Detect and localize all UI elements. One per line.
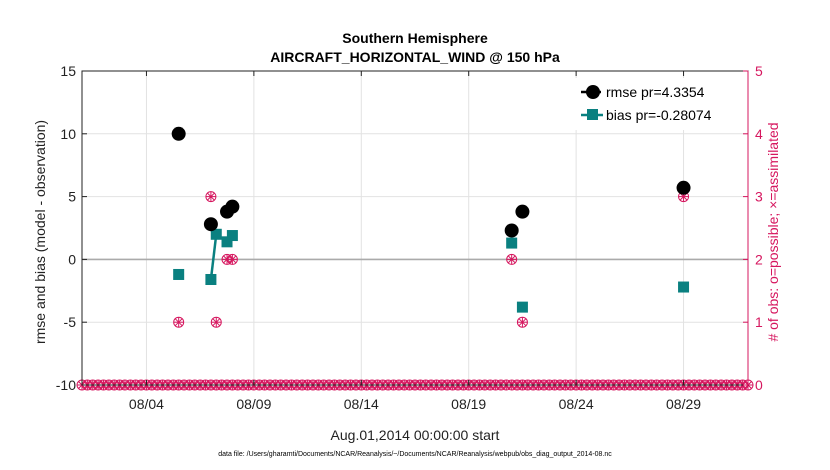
obs-count-markers [173, 191, 690, 328]
x-axis-label: Aug.01,2014 00:00:00 start [331, 427, 500, 443]
bias-point [221, 236, 233, 248]
rmse-point [225, 199, 240, 214]
obs-count-point [210, 316, 222, 328]
rmse-point [171, 126, 186, 141]
y-tick-label-right: 2 [755, 251, 763, 267]
y-tick-label: 5 [68, 189, 76, 205]
bias-point [226, 230, 238, 242]
y-axis-ticks: 15 10 5 0 -5 -10 [56, 63, 87, 393]
obs-count-point [516, 316, 528, 328]
legend-rmse-marker [586, 85, 600, 99]
legend-bias-marker [587, 109, 598, 120]
obs-count-point [506, 253, 518, 265]
y-tick-label-right: 5 [755, 63, 763, 79]
x-tick-label: 08/09 [236, 396, 271, 412]
rmse-point [676, 180, 691, 195]
obs-count-point [205, 191, 217, 203]
x-tick-label: 08/14 [344, 396, 379, 412]
bias-series [173, 228, 690, 313]
y-tick-label: -10 [56, 377, 76, 393]
legend-bias-label: bias pr=-0.28074 [606, 107, 712, 123]
bias-point [506, 237, 518, 249]
y-tick-label-right: 0 [755, 377, 763, 393]
y-tick-label-right: 4 [755, 126, 763, 142]
rmse-series [171, 126, 691, 238]
rmse-point [504, 223, 519, 238]
x-tick-label: 08/04 [129, 396, 164, 412]
legend-rmse-label: rmse pr=4.3354 [606, 84, 705, 100]
data-file-footer: data file: /Users/gharamti/Documents/NCA… [218, 451, 612, 458]
y-tick-label: 15 [60, 63, 76, 79]
y-axis-right-ticks: 5 4 3 2 1 0 [743, 63, 763, 393]
obs-count-point [173, 316, 185, 328]
chart-subtitle: AIRCRAFT_HORIZONTAL_WIND @ 150 hPa [270, 49, 560, 65]
y-tick-label: -5 [64, 314, 77, 330]
y-axis-label: rmse and bias (model - observation) [32, 120, 48, 344]
legend-box [575, 78, 743, 130]
x-tick-label: 08/29 [666, 396, 701, 412]
bias-connector [209, 234, 218, 280]
y-tick-label: 10 [60, 126, 76, 142]
y-tick-label-right: 1 [755, 314, 763, 330]
x-tick-label: 08/24 [559, 396, 594, 412]
chart-title: Southern Hemisphere [342, 30, 488, 46]
y-axis-right-label: # of obs: o=possible; ×=assimilated [765, 122, 781, 341]
x-tick-label: 08/19 [451, 396, 486, 412]
rmse-point [203, 217, 218, 232]
y-tick-label-right: 3 [755, 189, 763, 205]
y-tick-label: 0 [68, 251, 76, 267]
bias-point [516, 301, 528, 313]
rmse-point [515, 204, 530, 219]
obs-count-point [226, 253, 238, 265]
bias-point [210, 228, 222, 240]
x-axis-ticks: 08/04 08/09 08/14 08/19 08/24 08/29 [129, 71, 701, 412]
legend: rmse pr=4.3354 bias pr=-0.28074 [575, 78, 743, 130]
bias-point [173, 268, 185, 280]
bias-point [205, 273, 217, 285]
bias-point [678, 281, 690, 293]
